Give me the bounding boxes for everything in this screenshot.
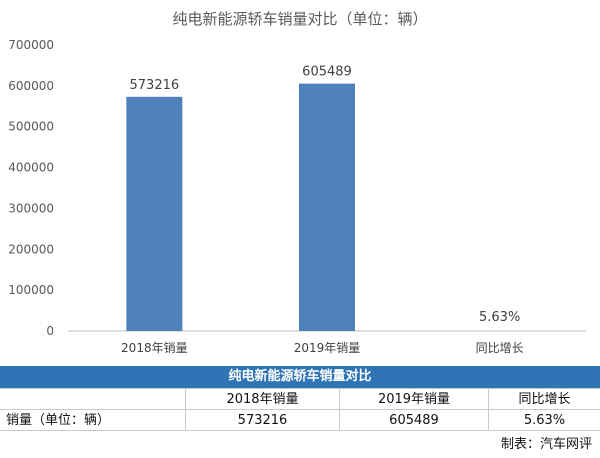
table-credit: 制表：汽车网评 [500, 437, 592, 452]
row-label: 销量（单位：辆） [6, 413, 111, 428]
table-rule [339, 388, 340, 430]
cell-2018-sales: 573216 [237, 413, 288, 428]
data-label: 605489 [302, 65, 352, 80]
bar-chart: 纯电新能源轿车销量对比（单位：辆） 0 100000 200000 300000 4000… [8, 10, 586, 355]
bar [126, 96, 183, 331]
category-label: 2018年销量 [121, 341, 188, 355]
header-cell-growth: 同比增长 [518, 392, 571, 407]
chart-title: 纯电新能源轿车销量对比（单位：辆） [172, 10, 427, 28]
chart-area: 纯电新能源轿车销量对比（单位：辆） 0 100000 200000 300000 4000… [0, 0, 600, 366]
y-tick-label: 300000 [8, 201, 54, 215]
y-tick-label: 400000 [8, 161, 54, 175]
y-tick-label: 600000 [8, 79, 54, 93]
y-tick-label: 700000 [8, 38, 54, 52]
category-label: 2019年销量 [294, 341, 361, 355]
y-tick-label: 100000 [8, 283, 54, 297]
table-rule [488, 388, 489, 430]
cell-growth: 5.63% [523, 413, 566, 428]
y-tick-label: 0 [46, 324, 54, 338]
header-cell-2018: 2018年销量 [226, 392, 299, 407]
table-rule [185, 388, 186, 430]
bar [299, 83, 355, 331]
summary-table: 纯电新能源轿车销量对比 2018年销量 2019年销量 同比增长 销量（单位：辆… [0, 366, 600, 458]
y-tick-label: 200000 [8, 242, 54, 256]
y-tick-label: 500000 [8, 120, 54, 134]
header-cell-2019: 2019年销量 [377, 392, 451, 407]
table-rule [0, 409, 600, 410]
data-label: 5.63% [479, 310, 520, 325]
table-title: 纯电新能源轿车销量对比 [0, 366, 600, 388]
category-label: 同比增长 [476, 341, 524, 355]
cell-2019-sales: 605489 [389, 413, 439, 428]
table-rule [0, 430, 600, 431]
table-rule [0, 388, 600, 389]
data-label: 573216 [130, 78, 180, 93]
